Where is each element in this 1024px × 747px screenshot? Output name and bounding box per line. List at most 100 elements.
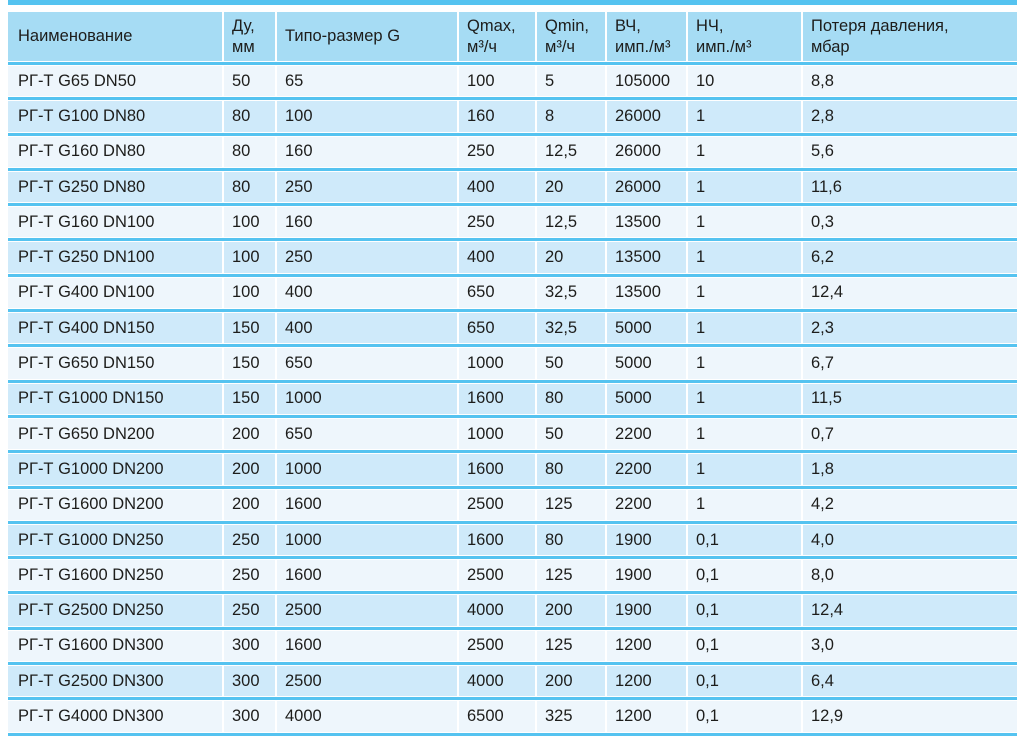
table-cell-g: 650 — [275, 418, 457, 450]
table-cell-g: 1600 — [275, 489, 457, 520]
table-row: РГ-Т G160 DN80 80 160 250 12,5 26000 1 5,6 — [8, 136, 1017, 167]
table-cell-hf: 1900 — [605, 524, 686, 556]
table-cell-hf: 105000 — [605, 66, 686, 97]
table-cell-qmin: 20 — [535, 171, 605, 203]
table-cell-lf: 1 — [686, 207, 801, 238]
table-cell-dp: 11,6 — [801, 171, 1017, 203]
table-cell-qmax: 1600 — [457, 383, 535, 414]
table-cell-qmin: 8 — [535, 101, 605, 132]
table-row: РГ-Т G250 DN80 80 250 400 20 26000 1 11,6 — [8, 171, 1017, 203]
table-cell-du: 250 — [222, 595, 275, 626]
header-type-size-line1: Типо-размер G — [285, 27, 401, 45]
table-cell-dp: 0,3 — [801, 207, 1017, 238]
table-cell-dp: 6,7 — [801, 348, 1017, 379]
table-cell-hf: 13500 — [605, 207, 686, 238]
table-cell-qmax: 160 — [457, 101, 535, 132]
table-cell-lf: 10 — [686, 66, 801, 97]
table-header-row: Наименование Ду, мм Типо-размер G Qmax, … — [8, 12, 1017, 61]
row-separator-line — [8, 96, 1017, 102]
table-cell-du: 300 — [222, 666, 275, 697]
table-cell-name: РГ-Т G1000 DN200 — [18, 459, 164, 478]
table-cell-name: РГ-Т G650 DN150 — [18, 354, 155, 373]
table-cell-qmax: 6500 — [457, 701, 535, 732]
table-cell-du: 150 — [222, 348, 275, 379]
table-cell-g: 650 — [275, 348, 457, 379]
table-cell-qmin: 325 — [535, 701, 605, 732]
table-cell-qmin: 80 — [535, 383, 605, 414]
table-cell-lf: 1 — [686, 136, 801, 167]
table-row: РГ-Т G2500 DN250 250 2500 4000 200 1900 0,1 12,… — [8, 595, 1017, 626]
table-cell-name: РГ-Т G1600 DN250 — [18, 565, 164, 584]
row-separator-line — [8, 484, 1017, 490]
row-separator-line — [8, 731, 1017, 737]
header-name: Наименование — [8, 12, 222, 61]
header-hf-line1: ВЧ, — [615, 16, 641, 35]
table-cell-qmax: 1600 — [457, 454, 535, 485]
table-cell-du: 200 — [222, 489, 275, 520]
table-cell-g: 1000 — [275, 524, 457, 556]
table-cell-lf: 0,1 — [686, 666, 801, 697]
table-cell-name: РГ-Т G2500 DN300 — [18, 671, 164, 690]
table-cell-qmin: 12,5 — [535, 136, 605, 167]
table-cell-dp: 6,4 — [801, 666, 1017, 697]
row-separator-line — [8, 166, 1017, 172]
table-cell-qmax: 400 — [457, 242, 535, 273]
row-separator-line — [8, 519, 1017, 525]
row-separator-line — [8, 308, 1017, 314]
table-cell-hf: 1200 — [605, 666, 686, 697]
table-cell-g: 250 — [275, 171, 457, 203]
table-cell-lf: 0,1 — [686, 630, 801, 662]
table-row: РГ-Т G160 DN100 100 160 250 12,5 13500 1 0,3 — [8, 207, 1017, 238]
table-cell-hf: 2200 — [605, 454, 686, 485]
table-cell-qmax: 1600 — [457, 524, 535, 556]
header-type-size: Типо-размер G — [275, 12, 457, 61]
table-cell-du: 250 — [222, 560, 275, 591]
header-name-line1: Наименование — [18, 27, 133, 45]
table-cell-du: 200 — [222, 418, 275, 450]
table-cell-dp: 4,2 — [801, 489, 1017, 520]
table-cell-qmax: 2500 — [457, 560, 535, 591]
table-cell-name: РГ-Т G1600 DN300 — [18, 636, 164, 655]
table-row: РГ-Т G2500 DN300 300 2500 4000 200 1200 0,1 6,4 — [8, 666, 1017, 697]
table-cell-lf: 0,1 — [686, 560, 801, 591]
table-cell-lf: 1 — [686, 489, 801, 520]
table-cell-lf: 1 — [686, 277, 801, 309]
table-cell-hf: 5000 — [605, 383, 686, 414]
header-qmax: Qmax, м³/ч — [457, 12, 535, 61]
table-cell-du: 200 — [222, 454, 275, 485]
row-separator-line — [8, 590, 1017, 596]
table-cell-qmax: 400 — [457, 171, 535, 203]
table-cell-qmax: 250 — [457, 136, 535, 167]
table-cell-qmax: 4000 — [457, 666, 535, 697]
header-qmin-line1: Qmin, — [545, 16, 590, 35]
table-cell-g: 4000 — [275, 701, 457, 732]
table-cell-name: РГ-Т G65 DN50 — [18, 71, 137, 90]
table-cell-name: РГ-Т G2500 DN250 — [18, 601, 164, 620]
header-hf: ВЧ, имп./м³ — [605, 12, 686, 61]
table-cell-name: РГ-Т G4000 DN300 — [18, 706, 164, 725]
table-cell-name: РГ-Т G1600 DN200 — [18, 495, 164, 514]
table-cell-du: 100 — [222, 207, 275, 238]
row-separator-line — [8, 272, 1017, 278]
table-cell-hf: 1200 — [605, 701, 686, 732]
table-cell-hf: 13500 — [605, 277, 686, 309]
table-cell-name: РГ-Т G400 DN100 — [18, 283, 155, 302]
table-cell-dp: 4,0 — [801, 524, 1017, 556]
table-cell-qmin: 200 — [535, 666, 605, 697]
table-cell-qmin: 32,5 — [535, 277, 605, 309]
table-cell-name: РГ-Т G650 DN200 — [18, 424, 155, 443]
table-row: РГ-Т G1600 DN250 250 1600 2500 125 1900 0,1 8,0 — [8, 560, 1017, 591]
table-cell-lf: 0,1 — [686, 701, 801, 732]
table-cell-lf: 1 — [686, 171, 801, 203]
header-pressure-loss: Потеря давления, мбар — [801, 12, 1017, 61]
table-cell-qmin: 50 — [535, 348, 605, 379]
row-separator-line — [8, 61, 1017, 66]
table-cell-qmin: 80 — [535, 454, 605, 485]
row-separator-line — [8, 378, 1017, 384]
table-cell-lf: 1 — [686, 313, 801, 344]
row-separator-line — [8, 413, 1017, 419]
row-separator-line — [8, 237, 1017, 243]
table-cell-g: 1600 — [275, 630, 457, 662]
header-lf-line2: имп./м³ — [696, 37, 752, 56]
